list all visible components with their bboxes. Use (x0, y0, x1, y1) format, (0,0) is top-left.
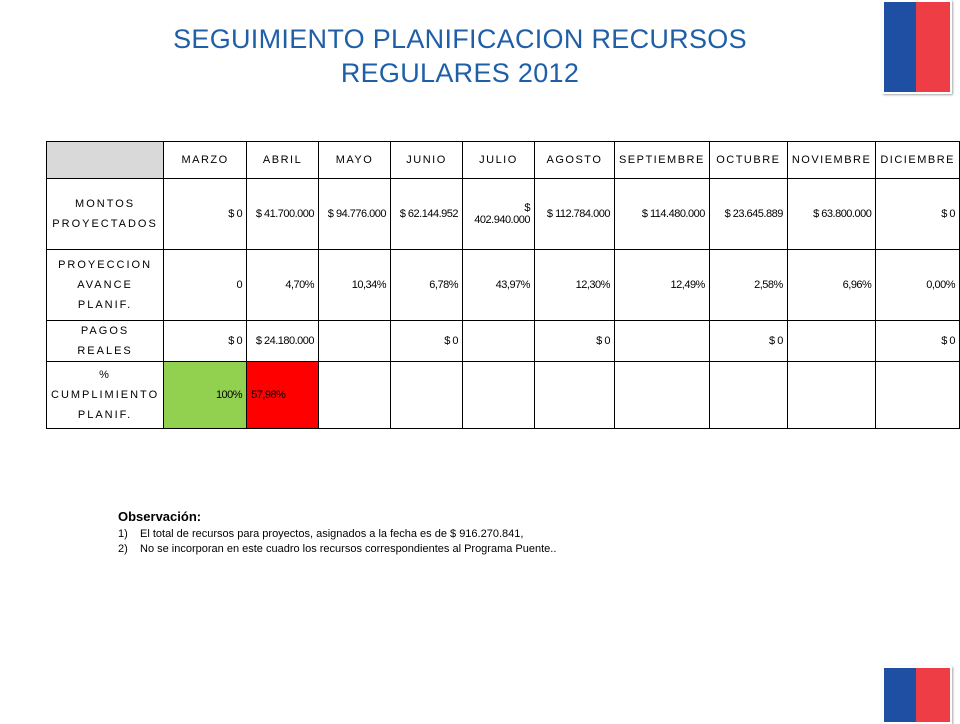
table-cell (318, 361, 392, 429)
table-cell (613, 361, 710, 429)
row-label-line: AVANCE (77, 279, 133, 291)
table-row-montos-proyectados: MONTOS PROYECTADOS $ 0 $ 41.700.000 $ 94… (45, 178, 960, 250)
row-label-line: PLANIF. (77, 299, 133, 311)
observation-heading: Observación: (118, 509, 202, 524)
month-header-septiembre: SEPTIEMBRE (613, 141, 710, 179)
table-cell (708, 361, 788, 429)
row-label-proyeccion-avance: PROYECCION AVANCE PLANIF. (45, 249, 165, 321)
table-corner-cell (45, 141, 165, 179)
table-cell: 6,78% (390, 249, 463, 321)
table-cell: $ 0 (708, 320, 788, 362)
row-label-line: MONTOS (75, 198, 136, 210)
observation-item: 2) No se incorporan en este cuadro los r… (118, 542, 838, 557)
table-cell: $ 0 (875, 178, 960, 250)
row-label-line: PLANIF. (77, 409, 133, 421)
month-header-marzo: MARZO (163, 141, 248, 179)
table-header-row: MARZO ABRIL MAYO JUNIO JULIO AGOSTO SEPT… (45, 141, 960, 179)
table-row-pagos-reales: PAGOS REALES $ 0 $ 24.180.000 $ 0 $ 0 $ … (45, 320, 960, 362)
row-label-montos-proyectados: MONTOS PROYECTADOS (45, 178, 165, 250)
table-cell: $ 63.800.000 (786, 178, 877, 250)
flag-red-stripe (916, 668, 950, 722)
table-cell: 0,00% (875, 249, 960, 321)
observation-item-text: No se incorporan en este cuadro los recu… (140, 543, 557, 555)
table-row-cumplimiento: % CUMPLIMIENTO PLANIF. 100% 57,98% (45, 361, 960, 429)
table-cell: 12,49% (613, 249, 710, 321)
table-cell: $ 0 (390, 320, 463, 362)
table-cell-status-ok: 100% (163, 361, 248, 429)
flag-red-stripe (916, 2, 950, 92)
table-cell (875, 361, 960, 429)
table-cell: $ 62.144.952 (390, 178, 463, 250)
table-cell (786, 361, 877, 429)
row-label-cumplimiento: % CUMPLIMIENTO PLANIF. (45, 361, 165, 429)
table-cell: $ 41.700.000 (246, 178, 320, 250)
flag-logo-top (882, 0, 952, 94)
row-label-pagos-reales: PAGOS REALES (45, 320, 165, 362)
table-cell (613, 320, 710, 362)
observation-item-number: 1) (118, 528, 128, 540)
table-cell: $ 0 (163, 178, 248, 250)
table-cell: $ 0 (163, 320, 248, 362)
flag-blue-stripe (884, 2, 916, 92)
month-header-noviembre: NOVIEMBRE (786, 141, 877, 179)
table-cell (786, 320, 877, 362)
table-cell: 2,58% (708, 249, 788, 321)
table-cell: 4,70% (246, 249, 320, 321)
table-cell (461, 361, 535, 429)
table-cell: $ 23.645.889 (708, 178, 788, 250)
table-cell: $ 24.180.000 (246, 320, 320, 362)
row-label-line: % (99, 369, 111, 381)
flag-logo-bottom (882, 666, 952, 724)
table-cell: 12,30% (533, 249, 615, 321)
table-cell: $ 94.776.000 (318, 178, 392, 250)
observation-item-text: El total de recursos para proyectos, asi… (140, 528, 524, 540)
observation-item: 1) El total de recursos para proyectos, … (118, 527, 838, 542)
table-row-proyeccion-avance: PROYECCION AVANCE PLANIF. 0 4,70% 10,34%… (45, 249, 960, 321)
table-cell: 0 (163, 249, 248, 321)
table-cell: 10,34% (318, 249, 392, 321)
month-header-octubre: OCTUBRE (708, 141, 788, 179)
page-title: SEGUIMIENTO PLANIFICACION RECURSOS REGUL… (110, 22, 810, 90)
observation-item-number: 2) (118, 543, 128, 555)
flag-blue-stripe (884, 668, 916, 722)
table-cell (533, 361, 615, 429)
table-cell: $ 0 (533, 320, 615, 362)
table-cell: $ 402.940.000 (461, 178, 535, 250)
page-title-line-1: SEGUIMIENTO PLANIFICACION RECURSOS (173, 24, 747, 54)
row-label-line: PROYECTADOS (52, 218, 158, 230)
table-cell: 6,96% (786, 249, 877, 321)
table-cell-status-bad: 57,98% (246, 361, 320, 429)
month-header-junio: JUNIO (390, 141, 463, 179)
page-title-line-2: REGULARES 2012 (340, 58, 580, 88)
table-cell (390, 361, 463, 429)
table-cell: $ 114.480.000 (613, 178, 710, 250)
month-header-diciembre: DICIEMBRE (875, 141, 960, 179)
month-header-abril: ABRIL (246, 141, 320, 179)
month-header-mayo: MAYO (318, 141, 392, 179)
observation-note: Observación: 1) El total de recursos par… (118, 509, 838, 557)
planning-table: MARZO ABRIL MAYO JUNIO JULIO AGOSTO SEPT… (45, 141, 960, 429)
row-label-line: PROYECCION (58, 259, 153, 271)
month-header-agosto: AGOSTO (533, 141, 615, 179)
month-header-julio: JULIO (461, 141, 535, 179)
row-label-line: CUMPLIMIENTO (51, 389, 160, 401)
table-cell: $ 0 (875, 320, 960, 362)
table-cell (318, 320, 392, 362)
table-cell (461, 320, 535, 362)
table-cell: 43,97% (461, 249, 535, 321)
table-cell: $ 112.784.000 (533, 178, 615, 250)
